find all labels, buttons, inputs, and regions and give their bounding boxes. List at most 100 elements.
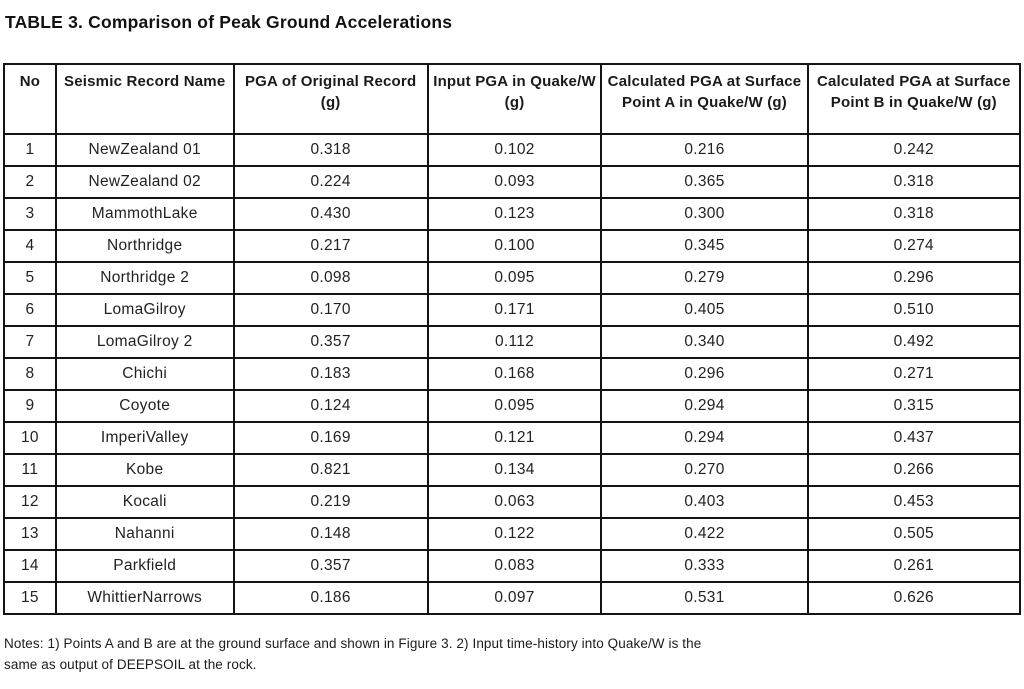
cell-calculated-pga-point-b: 0.261	[806, 549, 1022, 583]
cell-no: 13	[3, 517, 57, 551]
cell-input-pga-quakew: 0.171	[426, 293, 603, 327]
table-header: No Seismic Record Name PGA of Original Rec…	[3, 63, 1022, 135]
cell-calculated-pga-point-b: 0.274	[806, 229, 1022, 263]
cell-input-pga-quakew: 0.102	[426, 133, 603, 167]
cell-pga-original-record: 0.224	[232, 165, 429, 199]
cell-seismic-record-name: Northridge 2	[54, 261, 235, 295]
cell-calculated-pga-point-a: 0.333	[600, 549, 809, 583]
cell-calculated-pga-point-a: 0.270	[600, 453, 809, 487]
cell-input-pga-quakew: 0.134	[426, 453, 603, 487]
cell-no: 10	[3, 421, 57, 455]
cell-input-pga-quakew: 0.122	[426, 517, 603, 551]
cell-seismic-record-name: WhittierNarrows	[54, 581, 235, 615]
cell-no: 3	[3, 197, 57, 231]
cell-calculated-pga-point-a: 0.405	[600, 293, 809, 327]
cell-seismic-record-name: LomaGilroy	[54, 293, 235, 327]
cell-pga-original-record: 0.183	[232, 357, 429, 391]
cell-calculated-pga-point-b: 0.510	[806, 293, 1022, 327]
table-row: 4 Northridge 0.217 0.100 0.345 0.274	[3, 229, 1022, 263]
cell-seismic-record-name: Chichi	[54, 357, 235, 391]
cell-seismic-record-name: NewZealand 01	[54, 133, 235, 167]
column-header-calculated-pga-point-a: Calculated PGA at Surface Point A in Qua…	[600, 63, 809, 135]
cell-input-pga-quakew: 0.095	[426, 261, 603, 295]
cell-pga-original-record: 0.170	[232, 293, 429, 327]
cell-calculated-pga-point-b: 0.505	[806, 517, 1022, 551]
cell-seismic-record-name: LomaGilroy 2	[54, 325, 235, 359]
cell-calculated-pga-point-a: 0.300	[600, 197, 809, 231]
cell-input-pga-quakew: 0.100	[426, 229, 603, 263]
cell-input-pga-quakew: 0.083	[426, 549, 603, 583]
table-row: 8 Chichi 0.183 0.168 0.296 0.271	[3, 357, 1022, 391]
cell-calculated-pga-point-a: 0.216	[600, 133, 809, 167]
cell-seismic-record-name: Nahanni	[54, 517, 235, 551]
cell-pga-original-record: 0.318	[232, 133, 429, 167]
cell-input-pga-quakew: 0.093	[426, 165, 603, 199]
column-header-no: No	[3, 63, 57, 135]
table-row: 1 NewZealand 01 0.318 0.102 0.216 0.242	[3, 133, 1022, 167]
table-row: 2 NewZealand 02 0.224 0.093 0.365 0.318	[3, 165, 1022, 199]
cell-pga-original-record: 0.124	[232, 389, 429, 423]
cell-no: 1	[3, 133, 57, 167]
table-row: 11 Kobe 0.821 0.134 0.270 0.266	[3, 453, 1022, 487]
cell-calculated-pga-point-b: 0.242	[806, 133, 1022, 167]
cell-calculated-pga-point-b: 0.492	[806, 325, 1022, 359]
cell-calculated-pga-point-a: 0.365	[600, 165, 809, 199]
cell-calculated-pga-point-b: 0.437	[806, 421, 1022, 455]
cell-no: 2	[3, 165, 57, 199]
cell-calculated-pga-point-a: 0.345	[600, 229, 809, 263]
cell-no: 15	[3, 581, 57, 615]
table-row: 3 MammothLake 0.430 0.123 0.300 0.318	[3, 197, 1022, 231]
cell-pga-original-record: 0.169	[232, 421, 429, 455]
cell-seismic-record-name: NewZealand 02	[54, 165, 235, 199]
cell-pga-original-record: 0.821	[232, 453, 429, 487]
cell-seismic-record-name: Northridge	[54, 229, 235, 263]
column-header-calculated-pga-point-b: Calculated PGA at Surface Point B in Qua…	[806, 63, 1022, 135]
table-row: 12 Kocali 0.219 0.063 0.403 0.453	[3, 485, 1022, 519]
cell-calculated-pga-point-b: 0.296	[806, 261, 1022, 295]
table-row: 13 Nahanni 0.148 0.122 0.422 0.505	[3, 517, 1022, 551]
table-title: TABLE 3. Comparison of Peak Ground Accel…	[5, 12, 453, 32]
cell-input-pga-quakew: 0.095	[426, 389, 603, 423]
table-row: 7 LomaGilroy 2 0.357 0.112 0.340 0.492	[3, 325, 1022, 359]
cell-pga-original-record: 0.357	[232, 325, 429, 359]
cell-calculated-pga-point-a: 0.340	[600, 325, 809, 359]
cell-calculated-pga-point-b: 0.318	[806, 197, 1022, 231]
pga-comparison-table: No Seismic Record Name PGA of Original Rec…	[3, 63, 1022, 615]
table-row: 9 Coyote 0.124 0.095 0.294 0.315	[3, 389, 1022, 423]
cell-no: 11	[3, 453, 57, 487]
cell-calculated-pga-point-a: 0.279	[600, 261, 809, 295]
cell-pga-original-record: 0.098	[232, 261, 429, 295]
table-row: 14 Parkfield 0.357 0.083 0.333 0.261	[3, 549, 1022, 583]
cell-input-pga-quakew: 0.063	[426, 485, 603, 519]
table-row: 10 ImperiValley 0.169 0.121 0.294 0.437	[3, 421, 1022, 455]
cell-pga-original-record: 0.219	[232, 485, 429, 519]
cell-calculated-pga-point-b: 0.271	[806, 357, 1022, 391]
table-row: 15 WhittierNarrows 0.186 0.097 0.531 0.626	[3, 581, 1022, 615]
cell-no: 12	[3, 485, 57, 519]
cell-seismic-record-name: MammothLake	[54, 197, 235, 231]
cell-calculated-pga-point-b: 0.266	[806, 453, 1022, 487]
cell-input-pga-quakew: 0.112	[426, 325, 603, 359]
cell-input-pga-quakew: 0.121	[426, 421, 603, 455]
cell-no: 5	[3, 261, 57, 295]
cell-input-pga-quakew: 0.123	[426, 197, 603, 231]
cell-pga-original-record: 0.148	[232, 517, 429, 551]
cell-calculated-pga-point-b: 0.453	[806, 485, 1022, 519]
cell-input-pga-quakew: 0.097	[426, 581, 603, 615]
cell-calculated-pga-point-b: 0.626	[806, 581, 1022, 615]
cell-pga-original-record: 0.357	[232, 549, 429, 583]
cell-calculated-pga-point-a: 0.294	[600, 389, 809, 423]
cell-seismic-record-name: Kocali	[54, 485, 235, 519]
cell-pga-original-record: 0.430	[232, 197, 429, 231]
cell-calculated-pga-point-b: 0.315	[806, 389, 1022, 423]
cell-calculated-pga-point-a: 0.294	[600, 421, 809, 455]
cell-no: 8	[3, 357, 57, 391]
cell-no: 4	[3, 229, 57, 263]
cell-calculated-pga-point-a: 0.403	[600, 485, 809, 519]
column-header-input-pga-quakew: Input PGA in Quake/W (g)	[426, 63, 603, 135]
cell-input-pga-quakew: 0.168	[426, 357, 603, 391]
table-row: 6 LomaGilroy 0.170 0.171 0.405 0.510	[3, 293, 1022, 327]
cell-no: 14	[3, 549, 57, 583]
table-row: 5 Northridge 2 0.098 0.095 0.279 0.296	[3, 261, 1022, 295]
cell-calculated-pga-point-b: 0.318	[806, 165, 1022, 199]
